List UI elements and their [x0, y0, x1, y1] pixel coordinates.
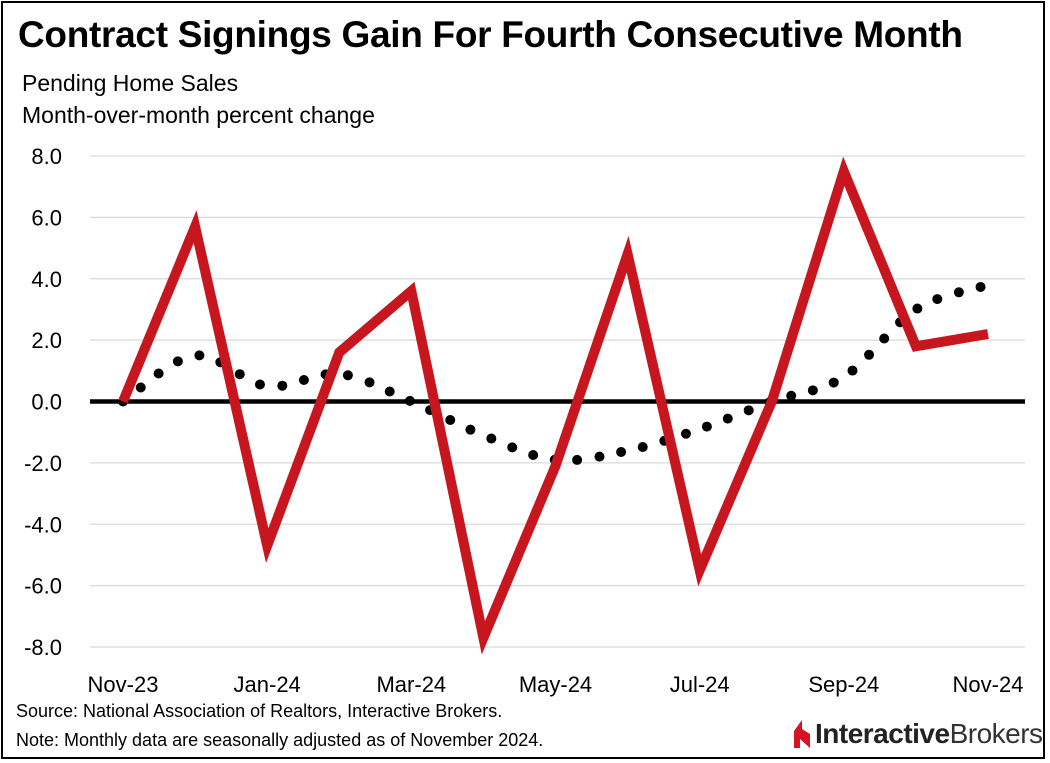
- trend-dot: [528, 449, 539, 460]
- trend-dot: [594, 451, 605, 462]
- source-note: Source: National Association of Realtors…: [16, 701, 503, 721]
- trend-dot: [277, 380, 288, 391]
- trend-dot: [572, 454, 583, 465]
- x-axis-ticks: Nov-23 Jan-24 Mar-24 May-24 Jul-24 Sep-24 Nov-…: [88, 672, 1024, 697]
- brand-flame-icon: [794, 720, 810, 748]
- footnote: Note: Monthly data are seasonally adjust…: [16, 730, 544, 750]
- trend-dot: [847, 365, 858, 376]
- trend-dot: [912, 303, 923, 314]
- y-axis-ticks: 8.0 6.0 4.0 2.0 0.0 -2.0 -4.0 -6.0 -8.0: [24, 144, 62, 660]
- trend-dot: [975, 281, 986, 292]
- chart-subtitle-series: Pending Home Sales: [22, 70, 239, 96]
- trend-dot: [879, 333, 890, 344]
- trend-dot: [807, 385, 818, 396]
- trend-dot: [172, 356, 183, 367]
- chart-title: Contract Signings Gain For Fourth Consec…: [18, 14, 963, 55]
- trend-dot: [342, 370, 353, 381]
- trend-series: [118, 281, 986, 465]
- brand-name-part1: Interactive: [815, 718, 950, 749]
- trend-dot: [234, 369, 245, 380]
- trend-dot: [953, 287, 964, 298]
- chart-subtitle-unit: Month-over-month percent change: [22, 102, 375, 128]
- trend-dot: [404, 395, 415, 406]
- trend-dot: [298, 374, 309, 385]
- x-tick-label: Jul-24: [670, 672, 730, 697]
- y-tick-label: -8.0: [24, 635, 62, 660]
- trend-dot: [486, 433, 497, 444]
- series-layer: [118, 156, 989, 655]
- trend-dot: [364, 377, 375, 388]
- trend-dot: [465, 424, 476, 435]
- y-tick-label: -4.0: [24, 512, 62, 537]
- trend-dot: [743, 405, 754, 416]
- y-tick-label: 2.0: [31, 328, 62, 353]
- x-tick-label: May-24: [519, 672, 592, 697]
- trend-dot: [445, 414, 456, 425]
- grid-lines: [90, 155, 1025, 648]
- trend-dot: [254, 379, 265, 390]
- y-tick-label: 6.0: [31, 205, 62, 230]
- trend-dot: [384, 386, 395, 397]
- trend-dot: [864, 349, 875, 360]
- trend-dot: [153, 368, 164, 379]
- trend-dot: [616, 447, 627, 458]
- brand-logo: Interactive Brokers: [790, 718, 1043, 750]
- pending-home-sales-line: [118, 156, 989, 655]
- trend-dot: [786, 390, 797, 401]
- trend-dot: [932, 294, 943, 305]
- x-tick-label: Sep-24: [808, 672, 879, 697]
- trend-dot: [637, 442, 648, 453]
- x-tick-label: Mar-24: [376, 672, 446, 697]
- trend-dot: [828, 377, 839, 388]
- x-tick-label: Nov-24: [953, 672, 1024, 697]
- x-tick-label: Jan-24: [234, 672, 301, 697]
- y-tick-label: -2.0: [24, 451, 62, 476]
- trend-dot: [680, 428, 691, 439]
- y-tick-label: 4.0: [31, 267, 62, 292]
- trend-dot: [135, 382, 146, 393]
- trend-dot: [507, 442, 518, 453]
- y-tick-label: 8.0: [31, 144, 62, 169]
- trend-dot: [722, 413, 733, 424]
- y-tick-label: -6.0: [24, 574, 62, 599]
- x-tick-label: Nov-23: [88, 672, 159, 697]
- trend-dot: [194, 350, 205, 361]
- trend-dot: [701, 421, 712, 432]
- brand-name-part2: Brokers: [949, 718, 1043, 749]
- y-tick-label: 0.0: [31, 390, 62, 415]
